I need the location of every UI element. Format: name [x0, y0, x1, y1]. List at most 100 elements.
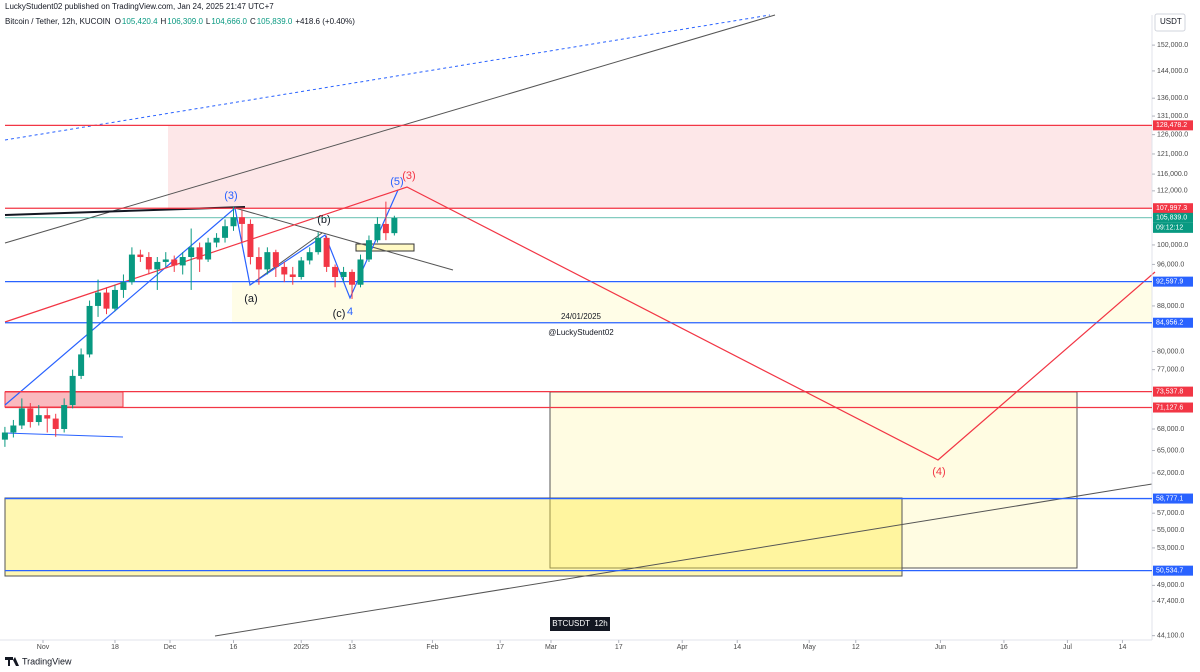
y-tick-label: 53,000.0 [1157, 545, 1184, 552]
price-label-bg [1153, 203, 1193, 214]
drawings: (3) (b) (a) (c) 4 (5) (3) (4) 24/01/2025… [4, 14, 1156, 637]
symbol: Bitcoin / Tether, 12h, KUCOIN [5, 17, 111, 26]
y-tick-label: 121,000.0 [1157, 151, 1188, 158]
y-tick-label: 55,000.0 [1157, 527, 1184, 534]
x-tick-label: 14 [1119, 644, 1127, 651]
x-tick-label: 14 [733, 644, 741, 651]
ohlc-value: L [206, 17, 211, 26]
y-tick-label: 131,000.0 [1157, 113, 1188, 120]
y-tick-label: 57,000.0 [1157, 510, 1184, 517]
y-tick-label: 49,000.0 [1157, 582, 1184, 589]
wave-label: 4 [347, 306, 353, 318]
x-tick-label: 17 [496, 644, 504, 651]
y-tick-label: 136,000.0 [1157, 95, 1188, 102]
candle-body [27, 408, 34, 423]
ohlc-value: +418.6 (+0.40%) [295, 17, 355, 26]
y-tick-label: 65,000.0 [1157, 447, 1184, 454]
candle-body [188, 247, 195, 258]
support-zone [232, 283, 1152, 323]
trend-line [234, 207, 454, 271]
x-tick-label: 16 [230, 644, 238, 651]
currency-box [1154, 13, 1186, 32]
wave-label: (3) [224, 190, 237, 202]
wave-label: (4) [932, 466, 945, 478]
candle-body [1, 432, 8, 440]
candle-body [18, 408, 25, 426]
candle-body [391, 217, 398, 234]
price-label-bg [1153, 276, 1193, 287]
price-label: 92,597.9 [1156, 278, 1183, 285]
x-tick-label: Feb [426, 644, 438, 651]
candle-body [332, 266, 339, 278]
trend-line [4, 432, 124, 438]
price-label: 128,478.2 [1156, 122, 1187, 129]
y-tick-label: 126,000.0 [1157, 131, 1188, 138]
price-label: 73,537.8 [1156, 388, 1183, 395]
candle-body [78, 354, 85, 376]
ohlc-value: 105,839.0 [257, 17, 293, 26]
candle-body [162, 259, 169, 262]
candle-body [137, 254, 144, 258]
price-label-bg [1153, 565, 1193, 576]
date-note: 24/01/2025 [561, 312, 602, 321]
countdown-bg [1153, 222, 1193, 233]
price-label-bg [1153, 386, 1193, 397]
y-tick-label: 116,000.0 [1157, 171, 1188, 178]
y-tick-label: 80,000.0 [1157, 348, 1184, 355]
candle-body [323, 237, 330, 267]
yellow-zone [4, 497, 903, 577]
candle-body [128, 254, 135, 283]
x-tick-label: 2025 [293, 644, 309, 651]
x-tick-label: Jun [935, 644, 946, 651]
wave-label: (3) [402, 170, 415, 182]
x-tick-label: Jul [1063, 644, 1072, 651]
dashed-trend [4, 14, 771, 141]
x-tick-label: 13 [348, 644, 356, 651]
price-label: 105,839.0 [1156, 215, 1187, 222]
x-tick-label: Nov [37, 644, 50, 651]
price-label: 50,534.7 [1156, 567, 1183, 574]
candle-body [306, 252, 313, 261]
author-note: @LuckyStudent02 [548, 328, 614, 337]
candle-body [222, 226, 229, 238]
candle-body [298, 260, 305, 278]
ohlc-value: H [161, 17, 167, 26]
symbol-badge: BTCUSDT 12h [552, 619, 607, 628]
logo [5, 657, 19, 666]
y-tick-label: 152,000.0 [1157, 42, 1188, 49]
wave-label: (5) [390, 176, 403, 188]
candle-body [154, 261, 161, 270]
footer: TradingView [22, 656, 72, 666]
candle-body [69, 375, 76, 406]
candle-body [145, 257, 152, 270]
candle-body [349, 271, 356, 285]
candle-body [205, 242, 212, 260]
candle-body [213, 237, 220, 243]
candle-body [247, 223, 254, 258]
price-label-bg [1153, 402, 1193, 413]
wave-label: (b) [317, 214, 330, 226]
candle-body [52, 418, 59, 429]
y-tick-label: 47,400.0 [1157, 598, 1184, 605]
y-tick-label: 112,000.0 [1157, 188, 1188, 195]
candle-body [374, 223, 381, 241]
x-tick-label: Dec [164, 644, 177, 651]
y-tick-label: 44,100.0 [1157, 632, 1184, 639]
x-tick-label: 12 [852, 644, 860, 651]
candle-body [264, 252, 271, 270]
y-tick-label: 77,000.0 [1157, 367, 1184, 374]
x-tick-label: 16 [1000, 644, 1008, 651]
price-label-bg [1153, 120, 1193, 131]
candle-body [289, 274, 296, 278]
y-tick-label: 68,000.0 [1157, 426, 1184, 433]
candle-body [255, 257, 262, 270]
candle-body [281, 266, 288, 275]
candle-body [171, 259, 178, 266]
y-tick-label: 100,000.0 [1157, 242, 1188, 249]
candle-body [357, 259, 364, 285]
candle-body [10, 425, 17, 433]
candle-body [120, 282, 127, 290]
countdown: 09:12:12 [1156, 225, 1183, 232]
published-line: LuckyStudent02 published on TradingView.… [5, 2, 274, 11]
